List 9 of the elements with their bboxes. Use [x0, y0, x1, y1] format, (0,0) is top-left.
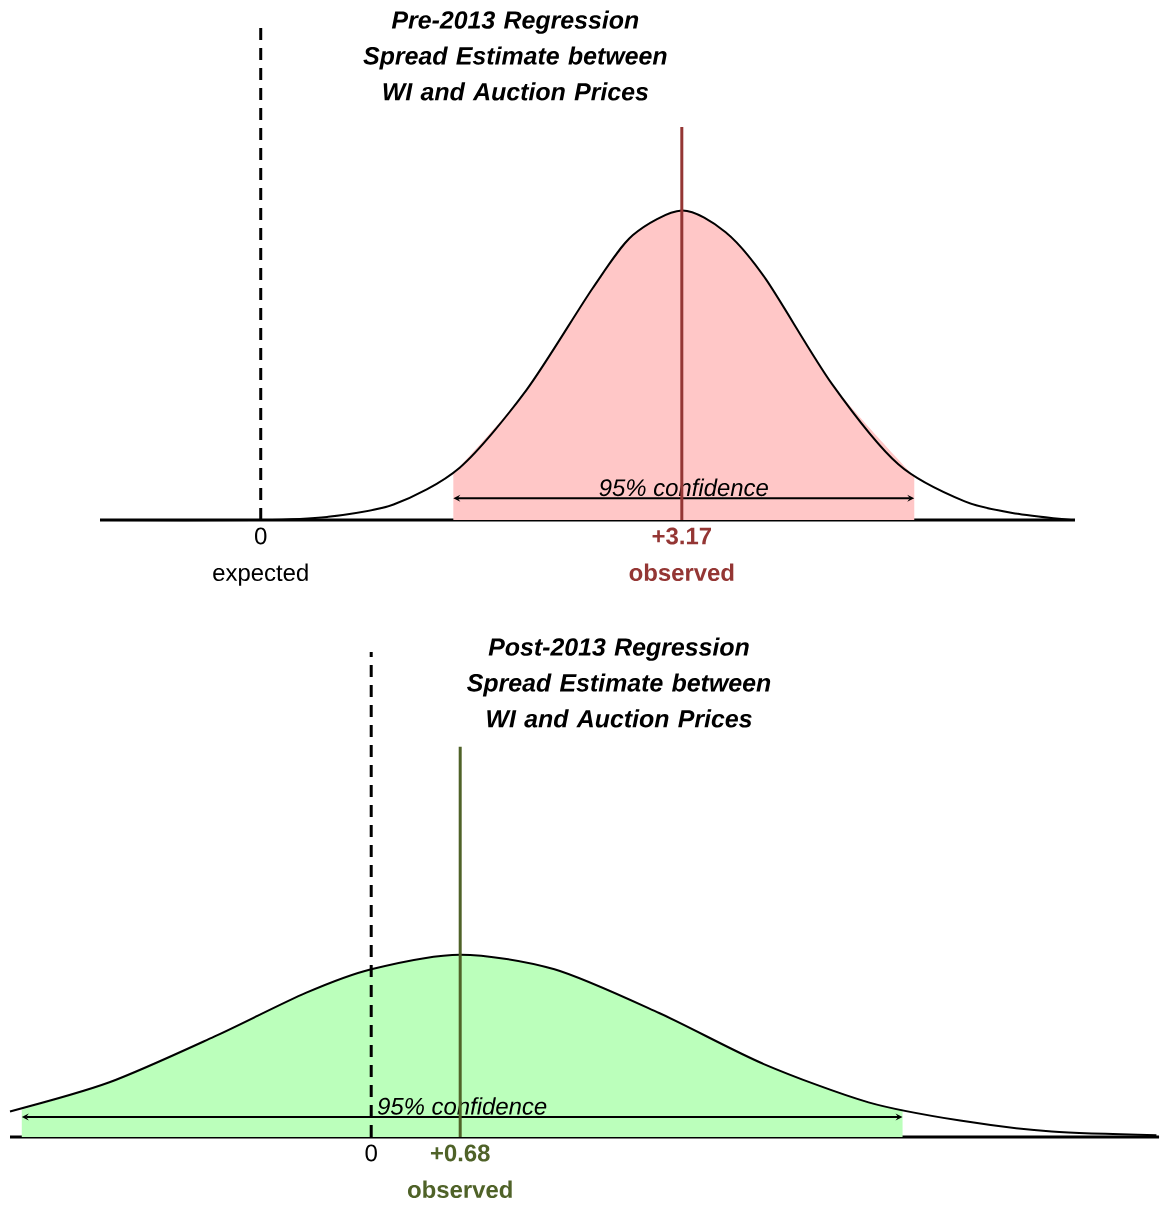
x-tick-label: 0	[365, 1144, 378, 1162]
x-tick-label: 0	[255, 527, 267, 545]
ref-line-label: observed	[408, 1180, 512, 1199]
ref-line-label: expected	[213, 563, 308, 586]
x-tick-label: +0.68	[431, 1144, 490, 1162]
chart-title: Post-2013 Regression Spread Estimate between WI and Auction Prices	[467, 637, 771, 728]
ref-line-label: observed	[629, 563, 734, 582]
x-tick-label: +3.17	[652, 527, 712, 545]
chart-title: Pre-2013 Regression Spread Estimate between WI and Auction Prices	[363, 10, 667, 101]
